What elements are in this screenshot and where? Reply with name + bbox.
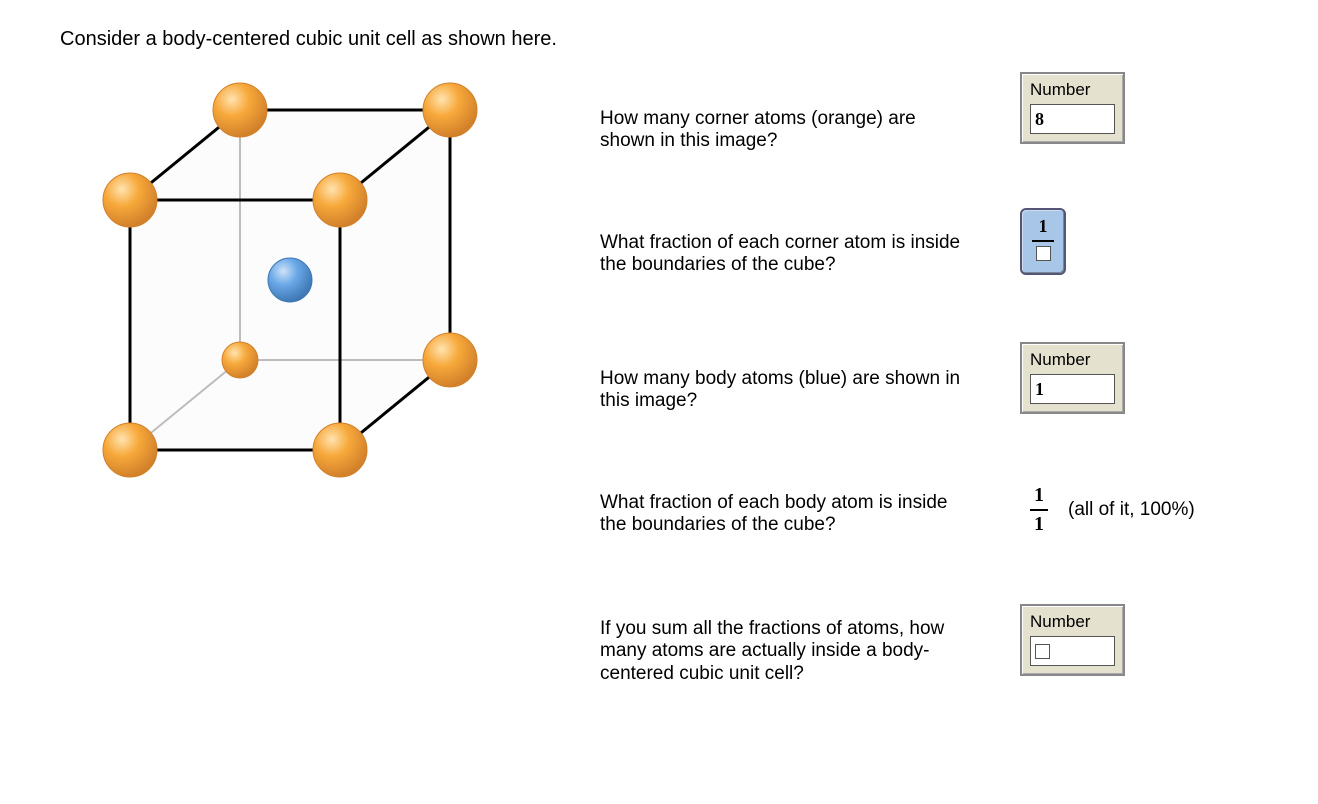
answer-4-note: (all of it, 100%) <box>1068 499 1195 521</box>
page-title: Consider a body-centered cubic unit cell… <box>60 28 557 51</box>
question-1: How many corner atoms (orange) are shown… <box>600 108 970 153</box>
corner-atom-btl <box>213 83 267 137</box>
corner-atom-fbr <box>313 423 367 477</box>
question-5: If you sum all the fractions of atoms, h… <box>600 618 970 685</box>
corner-atom-ftl <box>103 173 157 227</box>
answer-1-box: Number 8 <box>1020 72 1125 144</box>
answer-5-box: Number <box>1020 604 1125 676</box>
answer-2-denominator[interactable] <box>1036 245 1051 267</box>
answer-3-input[interactable]: 1 <box>1030 374 1115 404</box>
corner-atom-btr <box>423 83 477 137</box>
answer-4-denominator: 1 <box>1034 513 1044 536</box>
answer-4-numerator: 1 <box>1034 484 1044 507</box>
corner-atom-bbl <box>222 342 258 378</box>
answer-5-label: Number <box>1030 612 1115 632</box>
answer-4-fraction: 1 1 <box>1030 484 1048 536</box>
corner-atom-bbr <box>423 333 477 387</box>
answer-2-fraction[interactable]: 1 <box>1020 208 1066 275</box>
corner-atom-ftr <box>313 173 367 227</box>
question-2: What fraction of each corner atom is ins… <box>600 232 970 277</box>
question-4: What fraction of each body atom is insid… <box>600 492 970 537</box>
corner-atom-fbl <box>103 423 157 477</box>
answer-3-box: Number 1 <box>1020 342 1125 414</box>
answer-1-label: Number <box>1030 80 1115 100</box>
answer-1-input[interactable]: 8 <box>1030 104 1115 134</box>
fraction-bar-icon <box>1032 240 1054 242</box>
fraction-bar-icon <box>1030 509 1048 511</box>
body-atom <box>268 258 312 302</box>
bcc-diagram <box>70 70 510 510</box>
answer-5-input[interactable] <box>1030 636 1115 666</box>
answer-3-label: Number <box>1030 350 1115 370</box>
question-3: How many body atoms (blue) are shown in … <box>600 368 970 413</box>
answer-2-numerator[interactable]: 1 <box>1039 216 1048 237</box>
